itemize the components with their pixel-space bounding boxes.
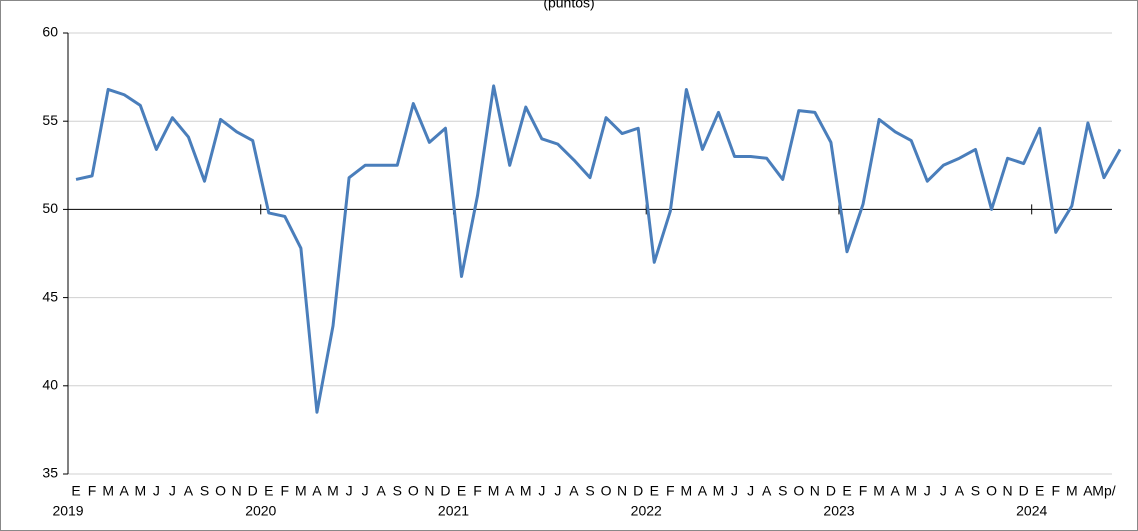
x-tick-label: O bbox=[408, 483, 419, 499]
x-tick-label: F bbox=[473, 483, 482, 499]
x-tick-label: S bbox=[200, 483, 209, 499]
x-tick-label: S bbox=[393, 483, 402, 499]
x-tick-label: M bbox=[134, 483, 146, 499]
y-tick-label: 40 bbox=[42, 377, 58, 393]
x-tick-label: S bbox=[971, 483, 980, 499]
y-tick-label: 60 bbox=[42, 24, 58, 40]
x-tick-label: M bbox=[873, 483, 885, 499]
x-tick-label: J bbox=[940, 483, 947, 499]
x-tick-label: M bbox=[713, 483, 725, 499]
x-tick-label: N bbox=[810, 483, 820, 499]
x-tick-label: D bbox=[1019, 483, 1029, 499]
x-tick-label: D bbox=[633, 483, 643, 499]
x-tick-label: N bbox=[424, 483, 434, 499]
x-tick-label: N bbox=[617, 483, 627, 499]
x-tick-label: D bbox=[248, 483, 258, 499]
y-tick-label: 35 bbox=[42, 465, 58, 481]
x-tick-label: O bbox=[986, 483, 997, 499]
x-tick-label: A bbox=[184, 483, 194, 499]
year-label: 2020 bbox=[245, 503, 276, 519]
x-tick-label: J bbox=[747, 483, 754, 499]
x-tick-label: A bbox=[505, 483, 515, 499]
x-tick-label: Mp/ bbox=[1092, 483, 1115, 499]
x-tick-label: A bbox=[698, 483, 708, 499]
x-tick-label: J bbox=[169, 483, 176, 499]
x-tick-label: J bbox=[731, 483, 738, 499]
x-tick-label: S bbox=[778, 483, 787, 499]
x-tick-label: J bbox=[554, 483, 561, 499]
x-tick-label: J bbox=[924, 483, 931, 499]
x-tick-label: F bbox=[666, 483, 675, 499]
x-tick-label: E bbox=[457, 483, 466, 499]
x-tick-label: A bbox=[312, 483, 322, 499]
year-label: 2023 bbox=[823, 503, 854, 519]
year-label: 2024 bbox=[1016, 503, 1047, 519]
x-tick-label: E bbox=[842, 483, 851, 499]
x-tick-label: J bbox=[346, 483, 353, 499]
x-tick-label: S bbox=[585, 483, 594, 499]
x-tick-label: E bbox=[264, 483, 273, 499]
x-tick-label: O bbox=[793, 483, 804, 499]
x-tick-label: O bbox=[601, 483, 612, 499]
chart-title: (puntos) bbox=[543, 0, 594, 11]
year-label: 2022 bbox=[631, 503, 662, 519]
x-tick-label: M bbox=[905, 483, 917, 499]
x-tick-label: O bbox=[215, 483, 226, 499]
x-tick-label: J bbox=[153, 483, 160, 499]
x-tick-label: E bbox=[650, 483, 659, 499]
x-tick-label: A bbox=[762, 483, 772, 499]
line-series bbox=[75, 84, 1122, 414]
x-tick-label: J bbox=[362, 483, 369, 499]
x-tick-label: A bbox=[569, 483, 579, 499]
x-tick-label: M bbox=[1066, 483, 1078, 499]
x-tick-label: N bbox=[232, 483, 242, 499]
x-tick-label: E bbox=[71, 483, 80, 499]
x-tick-label: D bbox=[826, 483, 836, 499]
x-tick-label: M bbox=[520, 483, 532, 499]
x-tick-label: M bbox=[327, 483, 339, 499]
x-tick-label: M bbox=[295, 483, 307, 499]
x-tick-label: M bbox=[681, 483, 693, 499]
y-tick-label: 55 bbox=[42, 112, 58, 128]
x-tick-label: N bbox=[1003, 483, 1013, 499]
x-tick-label: M bbox=[102, 483, 114, 499]
x-tick-label: A bbox=[1083, 483, 1093, 499]
x-tick-label: A bbox=[890, 483, 900, 499]
y-tick-label: 50 bbox=[42, 200, 58, 216]
year-label: 2021 bbox=[438, 503, 469, 519]
x-tick-label: A bbox=[955, 483, 965, 499]
y-tick-label: 45 bbox=[42, 288, 58, 304]
x-tick-label: E bbox=[1035, 483, 1044, 499]
x-tick-label: J bbox=[538, 483, 545, 499]
year-label: 2019 bbox=[52, 503, 83, 519]
x-tick-label: F bbox=[859, 483, 868, 499]
x-tick-label: M bbox=[488, 483, 500, 499]
x-tick-label: F bbox=[88, 483, 97, 499]
x-tick-label: A bbox=[377, 483, 387, 499]
x-tick-label: D bbox=[440, 483, 450, 499]
x-tick-label: F bbox=[1052, 483, 1061, 499]
x-tick-label: F bbox=[281, 483, 290, 499]
x-tick-label: A bbox=[120, 483, 130, 499]
